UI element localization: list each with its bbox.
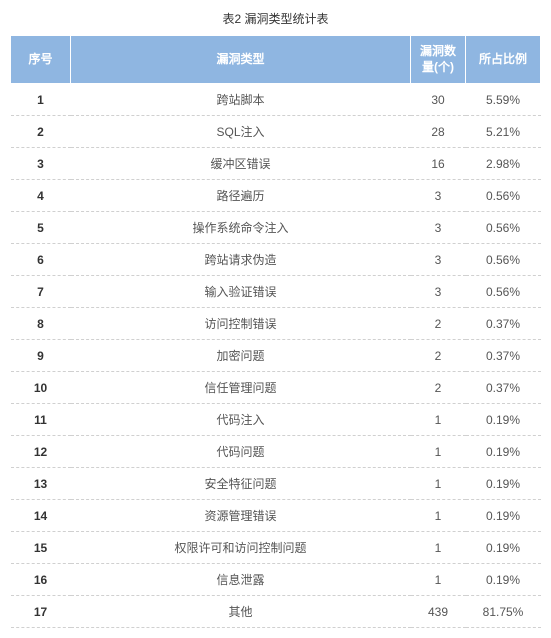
- cell-percent: 0.19%: [466, 532, 541, 564]
- table-row: 11代码注入10.19%: [11, 404, 541, 436]
- cell-percent: 5.59%: [466, 84, 541, 116]
- table-row: 4路径遍历30.56%: [11, 180, 541, 212]
- cell-percent: 0.56%: [466, 276, 541, 308]
- col-header-type: 漏洞类型: [71, 36, 411, 84]
- cell-count: 2: [411, 372, 466, 404]
- cell-count: 28: [411, 116, 466, 148]
- cell-count: 3: [411, 180, 466, 212]
- cell-type: 代码注入: [71, 404, 411, 436]
- cell-type: 输入验证错误: [71, 276, 411, 308]
- table-row: 16信息泄露10.19%: [11, 564, 541, 596]
- table-row: 17其他43981.75%: [11, 596, 541, 628]
- cell-type: 信息泄露: [71, 564, 411, 596]
- cell-count: 3: [411, 212, 466, 244]
- table-row: 12代码问题10.19%: [11, 436, 541, 468]
- cell-type: 加密问题: [71, 340, 411, 372]
- table-row: 3缓冲区错误162.98%: [11, 148, 541, 180]
- cell-type: 安全特征问题: [71, 468, 411, 500]
- cell-percent: 0.19%: [466, 468, 541, 500]
- cell-percent: 0.37%: [466, 308, 541, 340]
- cell-count: 1: [411, 436, 466, 468]
- cell-count: 2: [411, 308, 466, 340]
- cell-count: 1: [411, 468, 466, 500]
- cell-count: 3: [411, 276, 466, 308]
- cell-index: 4: [11, 180, 71, 212]
- cell-index: 3: [11, 148, 71, 180]
- cell-percent: 81.75%: [466, 596, 541, 628]
- cell-type: 权限许可和访问控制问题: [71, 532, 411, 564]
- table-row: 7输入验证错误30.56%: [11, 276, 541, 308]
- table-body: 1跨站脚本305.59%2SQL注入285.21%3缓冲区错误162.98%4路…: [11, 84, 541, 628]
- table-caption: 表2 漏洞类型统计表: [10, 10, 541, 27]
- cell-index: 5: [11, 212, 71, 244]
- table-row: 13安全特征问题10.19%: [11, 468, 541, 500]
- cell-percent: 0.19%: [466, 404, 541, 436]
- cell-type: 操作系统命令注入: [71, 212, 411, 244]
- cell-index: 1: [11, 84, 71, 116]
- cell-percent: 0.56%: [466, 180, 541, 212]
- vuln-type-table: 序号 漏洞类型 漏洞数量(个) 所占比例 1跨站脚本305.59%2SQL注入2…: [10, 35, 541, 628]
- cell-percent: 0.56%: [466, 244, 541, 276]
- cell-count: 30: [411, 84, 466, 116]
- table-row: 2SQL注入285.21%: [11, 116, 541, 148]
- cell-index: 8: [11, 308, 71, 340]
- cell-index: 2: [11, 116, 71, 148]
- cell-index: 9: [11, 340, 71, 372]
- cell-type: 其他: [71, 596, 411, 628]
- cell-count: 16: [411, 148, 466, 180]
- cell-count: 3: [411, 244, 466, 276]
- cell-percent: 0.37%: [466, 340, 541, 372]
- cell-index: 15: [11, 532, 71, 564]
- cell-index: 7: [11, 276, 71, 308]
- cell-type: 缓冲区错误: [71, 148, 411, 180]
- cell-type: 跨站请求伪造: [71, 244, 411, 276]
- cell-percent: 0.37%: [466, 372, 541, 404]
- cell-index: 6: [11, 244, 71, 276]
- cell-type: 跨站脚本: [71, 84, 411, 116]
- cell-count: 439: [411, 596, 466, 628]
- cell-type: 信任管理问题: [71, 372, 411, 404]
- col-header-percent: 所占比例: [466, 36, 541, 84]
- cell-percent: 0.56%: [466, 212, 541, 244]
- cell-count: 1: [411, 532, 466, 564]
- cell-index: 10: [11, 372, 71, 404]
- cell-count: 2: [411, 340, 466, 372]
- cell-index: 17: [11, 596, 71, 628]
- col-header-count: 漏洞数量(个): [411, 36, 466, 84]
- cell-index: 12: [11, 436, 71, 468]
- cell-type: SQL注入: [71, 116, 411, 148]
- table-row: 9加密问题20.37%: [11, 340, 541, 372]
- cell-type: 路径遍历: [71, 180, 411, 212]
- table-row: 10信任管理问题20.37%: [11, 372, 541, 404]
- table-row: 8访问控制错误20.37%: [11, 308, 541, 340]
- table-row: 15权限许可和访问控制问题10.19%: [11, 532, 541, 564]
- cell-index: 16: [11, 564, 71, 596]
- col-header-index: 序号: [11, 36, 71, 84]
- table-row: 1跨站脚本305.59%: [11, 84, 541, 116]
- cell-index: 13: [11, 468, 71, 500]
- cell-percent: 5.21%: [466, 116, 541, 148]
- cell-type: 代码问题: [71, 436, 411, 468]
- cell-type: 访问控制错误: [71, 308, 411, 340]
- cell-percent: 2.98%: [466, 148, 541, 180]
- header-row: 序号 漏洞类型 漏洞数量(个) 所占比例: [11, 36, 541, 84]
- cell-percent: 0.19%: [466, 436, 541, 468]
- cell-index: 11: [11, 404, 71, 436]
- table-row: 6跨站请求伪造30.56%: [11, 244, 541, 276]
- table-row: 5操作系统命令注入30.56%: [11, 212, 541, 244]
- cell-percent: 0.19%: [466, 564, 541, 596]
- cell-count: 1: [411, 564, 466, 596]
- cell-count: 1: [411, 404, 466, 436]
